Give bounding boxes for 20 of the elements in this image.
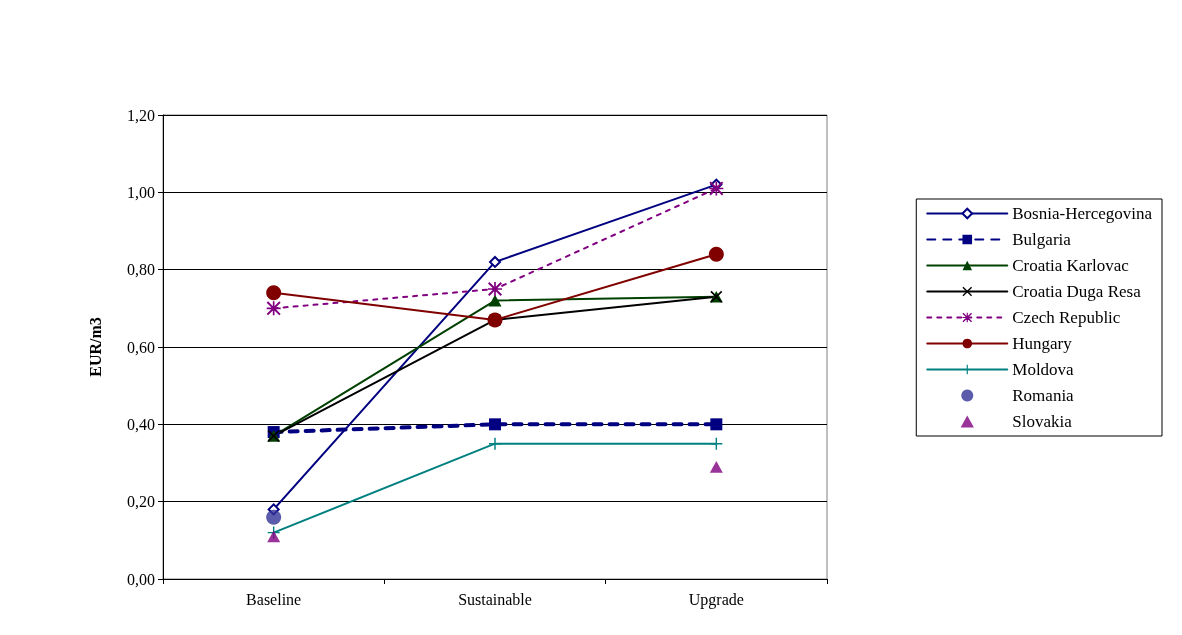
legend-label: Slovakia [1012, 412, 1073, 431]
y-axis-title: EUR/m3 [86, 317, 104, 377]
y-tick-label: 0,00 [127, 570, 155, 588]
legend-label: Bosnia-Hercegovina [1012, 204, 1153, 223]
legend-label: Czech Republic [1012, 308, 1121, 327]
y-tick-label: 0,20 [127, 493, 155, 511]
legend-label: Bulgaria [1012, 230, 1072, 249]
y-tick-label: 0,40 [127, 415, 155, 433]
legend-label: Moldova [1012, 360, 1075, 379]
y-tick-label: 0,60 [127, 338, 155, 356]
legend-label: Hungary [1012, 334, 1073, 353]
legend-label: Croatia Karlovac [1012, 256, 1130, 275]
x-tick-label: Sustainable [458, 590, 532, 608]
legend-label: Croatia Duga Resa [1012, 282, 1142, 301]
legend-label: Romania [1012, 386, 1075, 405]
y-tick-label: 0,80 [127, 261, 155, 279]
x-tick-label: Baseline [246, 590, 302, 608]
x-tick-label: Upgrade [688, 590, 744, 609]
y-tick-label: 1,20 [127, 106, 155, 124]
y-tick-label: 1,00 [127, 183, 155, 201]
